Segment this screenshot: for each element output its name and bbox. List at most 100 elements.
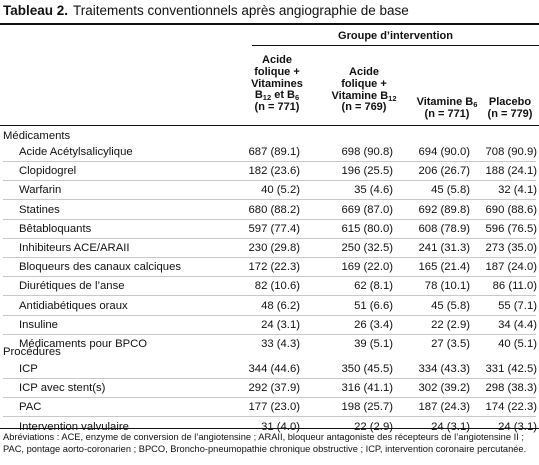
table-cell: 187 (24.0) [485, 261, 538, 274]
row-separator [3, 237, 536, 239]
row-label: PAC [19, 401, 42, 414]
row-label: ICP [19, 363, 38, 375]
table-cell: 86 (11.0) [492, 280, 537, 293]
table-row: Insuline 24 (3.1) 26 (3.4) 22 (2.9) 34 (4.4) [0, 316, 539, 335]
table-cell: 24 (3.1) [498, 420, 537, 433]
row-label: Antidiabétiques oraux [19, 299, 128, 312]
top-rule [0, 23, 539, 25]
table-cell: 241 (31.3) [418, 242, 471, 254]
table-row: Statines 680 (88.2) 669 (87.0) 692 (89.8) 69… [0, 201, 539, 220]
table-cell: 45 (5.8) [431, 299, 470, 312]
table-cell: 51 (6.6) [354, 299, 393, 312]
table-cell: 22 (2.9) [431, 318, 470, 331]
row-separator [3, 295, 536, 297]
row-label: Statines [19, 203, 60, 216]
table-row: Inhibiteurs ACE/ARAII 230 (29.8) 250 (32.5… [0, 239, 539, 258]
row-label: Bêtabloquants [19, 222, 92, 235]
table-title: Tableau 2. Traitements conventionnels apr… [3, 3, 409, 18]
row-separator [3, 378, 536, 379]
table-cell: 34 (4.4) [498, 318, 537, 331]
table-cell: 690 (88.6) [485, 203, 538, 216]
table-cell: 40 (5.1) [498, 338, 537, 350]
table-cell: 169 (22.0) [341, 261, 394, 274]
bottom-rule [0, 428, 539, 429]
table-cell: 302 (39.2) [418, 382, 471, 395]
row-separator [3, 218, 536, 220]
table-cell: 230 (29.8) [248, 242, 301, 254]
table-cell: 687 (89.1) [248, 146, 301, 158]
table-cell: 187 (24.3) [418, 401, 471, 414]
table-row: Antidiabétiques oraux 48 (6.2) 51 (6.6) 45 … [0, 297, 539, 316]
table-row: Diurétiques de l’anse 82 (10.6) 62 (8.1) 78… [0, 277, 539, 297]
row-label: Intervention valvulaire [19, 420, 129, 433]
table-cell: 55 (7.1) [498, 299, 537, 312]
table-row: Acide Acétylsalicylique 687 (89.1) 698 (90… [0, 143, 539, 162]
row-separator [3, 180, 536, 182]
table-cell: 82 (10.6) [254, 280, 300, 293]
table-caption: Traitements conventionnels après angiogr… [73, 3, 409, 18]
table-cell: 24 (3.1) [431, 420, 470, 433]
table-row: PAC 177 (23.0) 198 (25.7) 187 (24.3) 174 (22… [0, 398, 539, 418]
table-cell: 27 (3.5) [431, 338, 470, 350]
table-cell: 78 (10.1) [424, 280, 470, 293]
table-cell: 22 (2.9) [354, 420, 393, 433]
table-cell: 24 (3.1) [261, 318, 300, 331]
row-separator [3, 276, 536, 278]
table-cell: 62 (8.1) [354, 280, 393, 293]
group-rule [252, 45, 539, 46]
table-row: ICP 344 (44.6) 350 (45.5) 334 (43.3) 331 (42… [0, 360, 539, 379]
table-row: Bloqueurs des canaux calciques 172 (22.3)… [0, 258, 539, 278]
table-cell: 26 (3.4) [354, 318, 393, 331]
table-cell: 331 (42.5) [485, 363, 538, 375]
table-cell: 165 (21.4) [418, 261, 471, 274]
table-cell: 273 (35.0) [485, 242, 538, 254]
table-row: ICP avec stent(s) 292 (37.9) 316 (41.1) 302… [0, 379, 539, 399]
header-rule [0, 125, 539, 126]
table-cell: 344 (44.6) [248, 363, 301, 375]
row-label: Acide Acétylsalicylique [19, 146, 133, 158]
table-cell: 188 (24.1) [485, 165, 538, 178]
table-cell: 172 (22.3) [248, 261, 301, 274]
group-header: Groupe d’intervention [338, 30, 453, 42]
table-cell: 250 (32.5) [341, 242, 394, 254]
table-cell: 708 (90.9) [485, 146, 538, 158]
col-header-folic-b12-b6: Acide folique + Vitamines B12 et B6 (n =… [251, 54, 303, 114]
footnote: Abréviations : ACE, enzyme de conversion… [3, 432, 527, 454]
table-cell: 206 (26.7) [418, 165, 471, 178]
table-cell: 35 (4.6) [354, 184, 393, 197]
table-row: Bêtabloquants 597 (77.4) 615 (80.0) 608 (78… [0, 220, 539, 239]
table-cell: 316 (41.1) [341, 382, 394, 395]
table-cell: 48 (6.2) [261, 299, 300, 312]
table-cell: 45 (5.8) [431, 184, 470, 197]
table-cell: 31 (4.0) [261, 420, 300, 433]
table-row: Warfarin 40 (5.2) 35 (4.6) 45 (5.8) 32 (4.1) [0, 181, 539, 201]
row-label: Diurétiques de l’anse [19, 280, 125, 293]
row-label: Insuline [19, 318, 58, 331]
table-cell: 680 (88.2) [248, 203, 301, 216]
table-cell: 334 (43.3) [418, 363, 471, 375]
section-label: Procédures [3, 346, 61, 358]
row-label: Bloqueurs des canaux calciques [19, 261, 182, 274]
row-label: ICP avec stent(s) [19, 382, 106, 395]
table-cell: 39 (5.1) [354, 338, 393, 350]
table-row: Intervention valvulaire 31 (4.0) 22 (2.9) 2… [0, 418, 539, 437]
col-header-folic-b12: Acide folique + Vitamine B12 (n = 769) [331, 66, 397, 114]
table-cell: 32 (4.1) [498, 184, 537, 197]
col-header-placebo: Placebo (n = 779) [487, 96, 533, 120]
row-separator [3, 416, 536, 418]
section-label: Médicaments [3, 130, 71, 142]
table-row: Médicaments pour BPCO 33 (4.3) 39 (5.1) 27 … [0, 335, 539, 354]
table-cell: 615 (80.0) [341, 222, 394, 235]
table-cell: 174 (22.3) [485, 401, 538, 414]
table-cell: 33 (4.3) [261, 338, 300, 350]
table-cell: 177 (23.0) [248, 401, 301, 414]
row-label: Clopidogrel [19, 165, 77, 178]
col-header-b6: Vitamine B6 (n = 771) [416, 96, 478, 120]
table-cell: 40 (5.2) [261, 184, 300, 197]
row-separator [3, 161, 536, 162]
row-separator [3, 314, 536, 316]
table-cell: 182 (23.6) [248, 165, 301, 178]
table-cell: 298 (38.3) [485, 382, 538, 395]
table-cell: 698 (90.8) [341, 146, 394, 158]
